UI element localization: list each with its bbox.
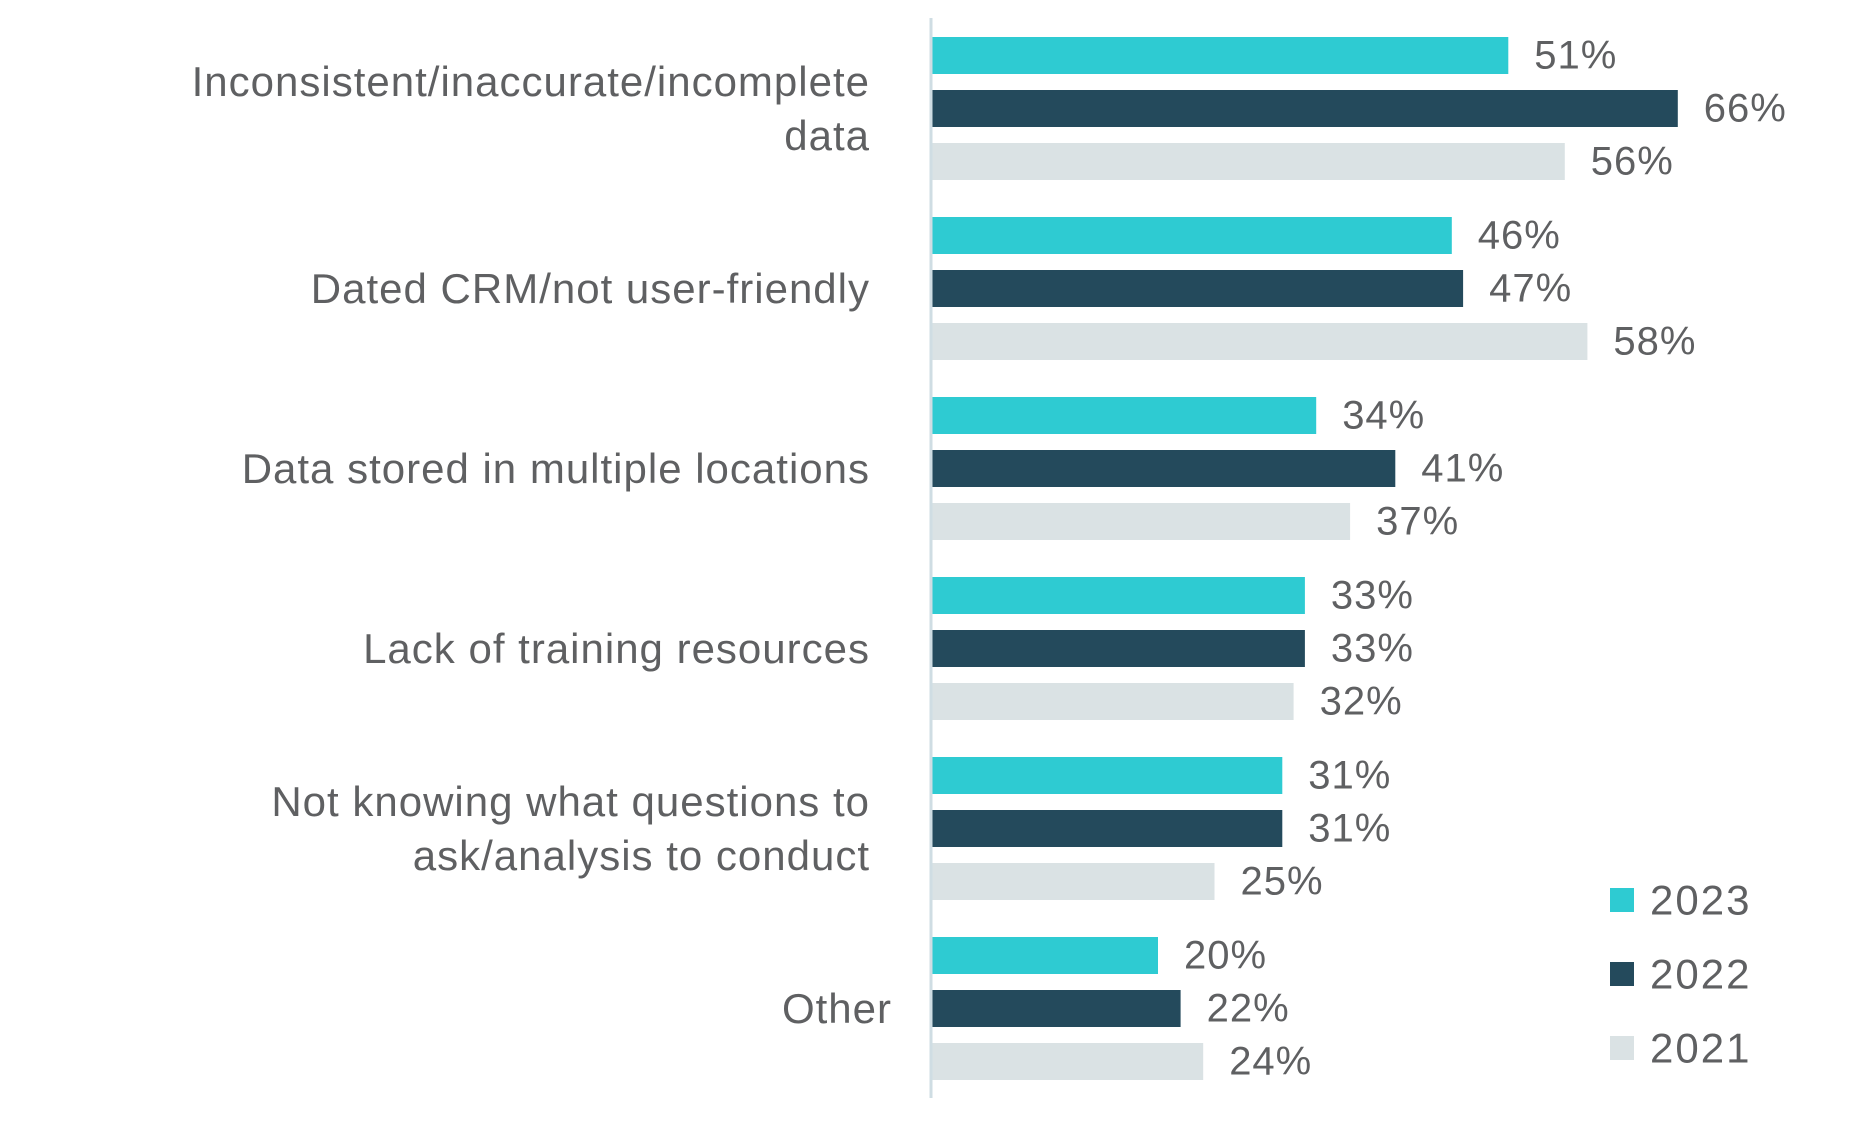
value-labels-layer: 51% 66% 56% 46% 47% 58% 34% 41% 37% 33% 33% 32% 31% 3… — [1184, 34, 1787, 1084]
bar-2021-cat-0 — [932, 143, 1565, 180]
bar-2022-cat-5 — [932, 990, 1181, 1027]
category-label-2: Data stored in multiple locations — [242, 445, 870, 492]
bar-2022-cat-4 — [932, 810, 1283, 847]
value-label-2022-cat-1: 47% — [1489, 267, 1572, 311]
bar-2021-cat-5 — [932, 1043, 1204, 1080]
category-label-1: Dated CRM/not user-friendly — [311, 265, 870, 312]
bar-2023-cat-5 — [932, 937, 1158, 974]
value-label-2022-cat-5: 22% — [1207, 987, 1290, 1031]
value-label-2021-cat-4: 25% — [1241, 860, 1324, 904]
value-label-2022-cat-3: 33% — [1331, 627, 1414, 671]
value-label-2022-cat-0: 66% — [1704, 87, 1787, 131]
bar-2022-cat-2 — [932, 450, 1396, 487]
value-label-2023-cat-1: 46% — [1478, 214, 1561, 258]
bar-2023-cat-3 — [932, 577, 1305, 614]
value-label-2023-cat-0: 51% — [1534, 34, 1617, 78]
bar-2022-cat-3 — [932, 630, 1305, 667]
value-label-2023-cat-3: 33% — [1331, 574, 1414, 618]
bars-layer — [932, 37, 1678, 1080]
bar-2022-cat-0 — [932, 90, 1678, 127]
legend-label-2023: 2023 — [1650, 877, 1751, 924]
value-label-2021-cat-3: 32% — [1320, 680, 1403, 724]
category-label-4: Not knowing what questions to ask/analysi… — [271, 778, 870, 879]
value-label-2021-cat-0: 56% — [1591, 140, 1674, 184]
bar-2022-cat-1 — [932, 270, 1464, 307]
category-label-3: Lack of training resources — [363, 625, 870, 672]
value-label-2022-cat-4: 31% — [1308, 807, 1391, 851]
legend-swatch-2023 — [1610, 888, 1634, 912]
value-label-2023-cat-4: 31% — [1308, 754, 1391, 798]
legend-swatch-2022 — [1610, 962, 1634, 986]
value-label-2023-cat-5: 20% — [1184, 934, 1267, 978]
bar-2021-cat-3 — [932, 683, 1294, 720]
bar-2021-cat-4 — [932, 863, 1215, 900]
bar-2021-cat-1 — [932, 323, 1588, 360]
bar-2023-cat-4 — [932, 757, 1283, 794]
bar-2023-cat-2 — [932, 397, 1317, 434]
value-label-2021-cat-5: 24% — [1229, 1040, 1312, 1084]
category-label-0: Inconsistent/inaccurate/incomplete data — [192, 58, 870, 159]
value-label-2021-cat-2: 37% — [1376, 500, 1459, 544]
bar-2023-cat-1 — [932, 217, 1452, 254]
bar-2021-cat-2 — [932, 503, 1351, 540]
legend-label-2022: 2022 — [1650, 951, 1751, 998]
legend-label-2021: 2021 — [1650, 1025, 1751, 1072]
value-label-2023-cat-2: 34% — [1342, 394, 1425, 438]
legend-swatch-2021 — [1610, 1036, 1634, 1060]
value-label-2022-cat-2: 41% — [1421, 447, 1504, 491]
value-label-2021-cat-1: 58% — [1613, 320, 1696, 364]
category-labels-layer: Inconsistent/inaccurate/incomplete data Da… — [192, 58, 892, 1032]
category-label-5: Other — [782, 985, 892, 1032]
bar-2023-cat-0 — [932, 37, 1509, 74]
legend: 2023 2022 2021 — [1610, 877, 1751, 1072]
